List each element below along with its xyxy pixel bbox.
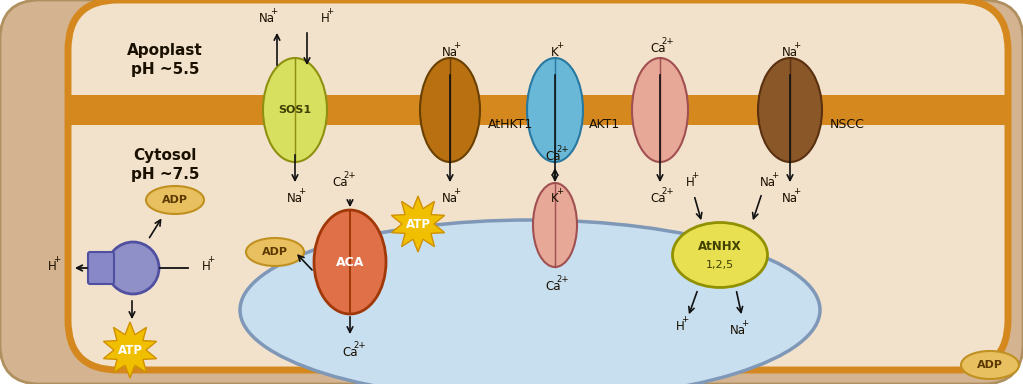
Text: SOS1: SOS1 xyxy=(278,105,312,115)
Ellipse shape xyxy=(240,220,820,384)
Text: +: + xyxy=(793,40,800,50)
Ellipse shape xyxy=(107,242,159,294)
Ellipse shape xyxy=(961,351,1019,379)
Text: +: + xyxy=(557,40,564,50)
Text: Ca: Ca xyxy=(332,175,348,189)
Ellipse shape xyxy=(632,58,688,162)
Ellipse shape xyxy=(146,186,204,214)
Ellipse shape xyxy=(263,58,327,162)
Ellipse shape xyxy=(758,58,822,162)
Text: Ca: Ca xyxy=(651,41,666,55)
Text: +: + xyxy=(741,318,748,328)
Text: ATP: ATP xyxy=(118,344,142,356)
Text: Ca: Ca xyxy=(545,280,561,293)
Text: +: + xyxy=(453,187,460,195)
Text: 2+: 2+ xyxy=(353,341,365,349)
Text: AKT1: AKT1 xyxy=(589,119,620,131)
Text: Na: Na xyxy=(782,192,798,205)
Text: Na: Na xyxy=(259,12,275,25)
Ellipse shape xyxy=(533,183,577,267)
Text: +: + xyxy=(793,187,800,195)
Text: 2+: 2+ xyxy=(555,275,569,285)
Text: Na: Na xyxy=(760,177,776,189)
Text: +: + xyxy=(692,172,699,180)
Text: Na: Na xyxy=(782,45,798,58)
Text: +: + xyxy=(557,187,564,195)
Ellipse shape xyxy=(672,222,767,288)
Text: ACA: ACA xyxy=(336,255,364,268)
Text: ADP: ADP xyxy=(977,360,1003,370)
Text: AtNHX: AtNHX xyxy=(698,240,742,253)
Ellipse shape xyxy=(314,210,386,314)
Ellipse shape xyxy=(527,58,583,162)
Text: +: + xyxy=(298,187,305,195)
Text: ADP: ADP xyxy=(162,195,188,205)
Text: ADP: ADP xyxy=(262,247,288,257)
Text: Na: Na xyxy=(730,323,746,336)
Text: +: + xyxy=(453,40,460,50)
Text: K: K xyxy=(551,45,559,58)
FancyBboxPatch shape xyxy=(68,0,1008,370)
Polygon shape xyxy=(103,322,157,378)
Text: 2+: 2+ xyxy=(555,146,569,154)
Text: Ca: Ca xyxy=(651,192,666,205)
Text: Na: Na xyxy=(442,192,458,205)
Text: 2+: 2+ xyxy=(661,36,673,45)
Text: Na: Na xyxy=(287,192,303,205)
Text: Ca: Ca xyxy=(545,151,561,164)
Text: Apoplast
pH ~5.5: Apoplast pH ~5.5 xyxy=(127,43,203,77)
Text: H: H xyxy=(202,260,211,273)
Text: Na: Na xyxy=(442,45,458,58)
Text: Cytosol
pH ~7.5: Cytosol pH ~7.5 xyxy=(131,148,199,182)
Text: +: + xyxy=(681,316,688,324)
Text: NSCC: NSCC xyxy=(830,119,864,131)
Text: H: H xyxy=(48,260,56,273)
Ellipse shape xyxy=(246,238,304,266)
Text: ATP: ATP xyxy=(405,217,431,230)
FancyBboxPatch shape xyxy=(68,95,1008,125)
Ellipse shape xyxy=(420,58,480,162)
Text: +: + xyxy=(771,172,779,180)
FancyBboxPatch shape xyxy=(88,252,114,284)
Text: H: H xyxy=(320,12,329,25)
Text: H: H xyxy=(685,177,695,189)
Text: +: + xyxy=(53,255,60,263)
Text: Ca: Ca xyxy=(343,346,358,359)
Text: +: + xyxy=(270,7,277,15)
Text: 2+: 2+ xyxy=(343,170,356,179)
Text: 1,2,5: 1,2,5 xyxy=(706,260,735,270)
Polygon shape xyxy=(392,196,445,252)
Text: 2+: 2+ xyxy=(661,187,673,195)
Text: +: + xyxy=(208,255,215,263)
Text: H: H xyxy=(675,321,684,333)
Text: AtHKT1: AtHKT1 xyxy=(488,119,533,131)
Text: +: + xyxy=(326,7,333,15)
Text: K: K xyxy=(551,192,559,205)
